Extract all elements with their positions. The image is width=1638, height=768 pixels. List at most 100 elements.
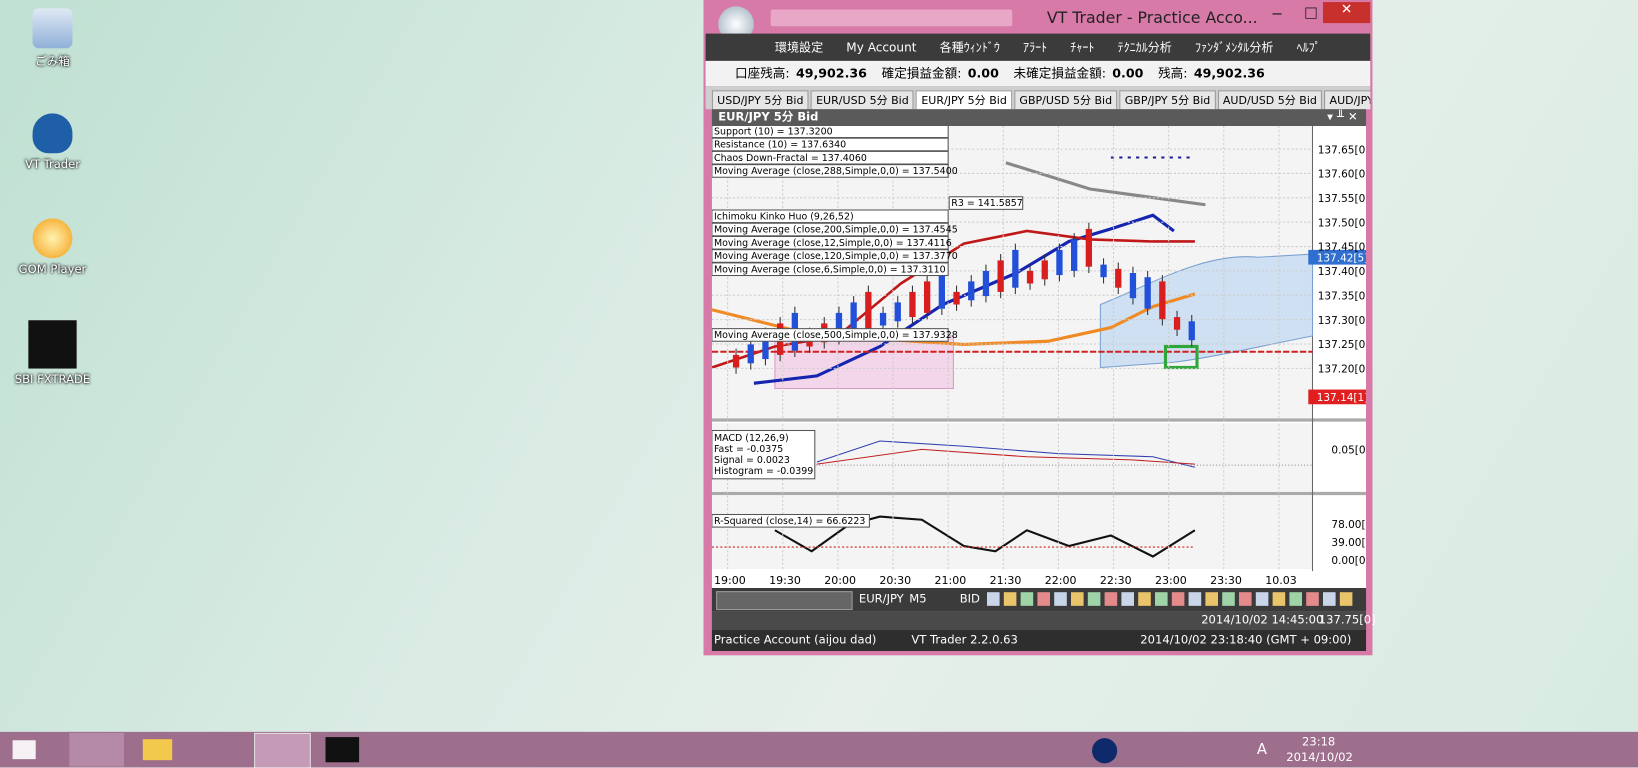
icon-label: GOM Player — [18, 262, 87, 277]
toolbar-button[interactable] — [1121, 592, 1134, 606]
toolbar-button[interactable] — [1104, 592, 1118, 606]
ime-indicator[interactable]: A — [1256, 741, 1267, 759]
candle — [1012, 249, 1019, 288]
candle — [1144, 277, 1151, 309]
chart-tab[interactable]: USD/JPY 5分 Bid — [711, 90, 809, 110]
rsq-axis-label: 0.00[0] — [1331, 555, 1366, 567]
indicator-label-box — [711, 150, 949, 165]
toolbar-button[interactable] — [1205, 592, 1218, 606]
minimize-button[interactable]: ─ — [1272, 6, 1282, 24]
price-axis-label: 137.30[0] — [1318, 315, 1366, 327]
toolbar-button[interactable] — [1222, 592, 1235, 606]
time-axis-label: 20:00 — [824, 574, 856, 587]
menu-item[interactable]: 各種ｳｨﾝﾄﾞｳ — [939, 39, 1000, 55]
taskbar-ie[interactable] — [69, 732, 124, 767]
chart-header: EUR/JPY 5分 Bid ▾ ╨ ✕ — [711, 109, 1367, 126]
candle — [1188, 321, 1195, 341]
indicator-label-box — [711, 164, 949, 178]
indicator-label-box — [948, 196, 1024, 210]
macd-label-box — [711, 429, 816, 480]
chart-tab[interactable]: AUD/USD 5分 Bid — [1217, 90, 1323, 110]
toolbar-button[interactable] — [1272, 592, 1286, 606]
chart-tab[interactable]: EUR/USD 5分 Bid — [810, 90, 914, 110]
desktop-icon[interactable]: GOM Player — [11, 218, 95, 276]
toolbar-button[interactable] — [1155, 592, 1168, 606]
menu-item[interactable]: ﾃｸﾆｶﾙ分析 — [1117, 39, 1172, 55]
rsq-axis-label: 39.00[0] — [1331, 537, 1366, 549]
toolbar-button[interactable] — [1188, 592, 1202, 606]
candle — [732, 354, 740, 368]
toolbar-button[interactable] — [1171, 592, 1185, 606]
taskbar-vt[interactable] — [254, 732, 311, 768]
scrollbar[interactable] — [716, 591, 853, 611]
indicator-label: Moving Average (close,288,Simple,0,0) = … — [714, 166, 958, 177]
time-axis-label: 21:00 — [934, 574, 966, 587]
rsq-label-box — [711, 513, 870, 528]
candle — [997, 260, 1004, 292]
menu-item[interactable]: ﾌｧﾝﾀﾞﾒﾝﾀﾙ分析 — [1194, 39, 1274, 55]
desktop-icon[interactable]: SBI FXTRADE — [11, 320, 95, 386]
chart-tab[interactable]: GBP/JPY 5分 Bid — [1119, 90, 1216, 110]
toolbar-button[interactable] — [1020, 592, 1034, 606]
candle — [1041, 260, 1048, 280]
menu-item[interactable]: My Account — [846, 39, 917, 55]
toolbar-button[interactable] — [1289, 592, 1302, 606]
indicator-label: Moving Average (close,200,Simple,0,0) = … — [714, 225, 958, 236]
menu-item[interactable]: ｱﾗｰﾄ — [1023, 39, 1048, 55]
chart-tab[interactable]: AUD/JPY 5分 Bid — [1324, 90, 1371, 110]
help-icon[interactable] — [1092, 738, 1118, 764]
clock-time[interactable]: 23:18 — [1302, 734, 1336, 749]
candle — [1056, 249, 1063, 276]
maximize-button[interactable]: □ — [1304, 4, 1318, 21]
candle — [879, 312, 887, 326]
indicator-label: Moving Average (close,6,Simple,0,0) = 13… — [714, 264, 946, 275]
taskbar-paint[interactable] — [191, 733, 246, 767]
price-axis-label: 137.60[0] — [1318, 169, 1366, 181]
toolbar-button[interactable] — [1054, 592, 1067, 606]
candle — [1173, 317, 1181, 330]
chart-tab[interactable]: GBP/USD 5分 Bid — [1014, 90, 1118, 110]
candle — [909, 291, 916, 318]
toolbar-dropdown[interactable]: BID — [959, 592, 980, 606]
chart-tab[interactable]: EUR/JPY 5分 Bid — [916, 90, 1013, 110]
chart-toolbar: EUR/JPY M5 BID — [711, 588, 1367, 612]
toolbar-button[interactable] — [1087, 592, 1101, 606]
toolbar-button[interactable] — [1037, 592, 1050, 606]
menu-item[interactable]: ﾁｬｰﾄ — [1070, 39, 1095, 55]
time-axis-label: 19:00 — [714, 574, 746, 587]
macd-label: Signal = 0.0023 — [714, 455, 790, 466]
toolbar-button[interactable] — [1306, 592, 1319, 606]
toolbar-button[interactable] — [1323, 592, 1336, 606]
toolbar-button[interactable] — [986, 592, 1000, 606]
candle — [1085, 228, 1092, 267]
close-button[interactable]: ✕ — [1323, 2, 1371, 24]
toolbar-button[interactable] — [1071, 592, 1084, 606]
status-account: Practice Account (aijou dad) — [713, 633, 877, 647]
rsq-axis-label: 78.00[0] — [1331, 519, 1366, 531]
menu-item[interactable]: ﾍﾙﾌﾟ — [1296, 39, 1321, 55]
window-title: VT Trader - Practice Acco... — [1046, 8, 1258, 28]
desktop-icon[interactable]: ごみ箱 — [11, 8, 95, 69]
toolbar-dropdown[interactable]: EUR/JPY — [858, 592, 904, 606]
icon-label: ごみ箱 — [35, 54, 70, 69]
toolbar-button[interactable] — [1255, 592, 1269, 606]
panel-controls[interactable]: ▾ ╨ ✕ — [1327, 110, 1358, 124]
taskbar-sbi[interactable] — [315, 733, 370, 767]
price-axis-label: 137.45[0] — [1318, 242, 1366, 254]
time-axis-bg — [711, 571, 1367, 588]
clock-date[interactable]: 2014/10/02 — [1286, 750, 1353, 765]
indicator-label-box — [711, 249, 949, 263]
time-axis-label: 23:00 — [1155, 574, 1187, 587]
account-value: 49,902.36 — [795, 66, 867, 81]
toolbar-button[interactable] — [1138, 592, 1151, 606]
candle — [865, 291, 872, 330]
menu-item[interactable]: 環境設定 — [774, 39, 824, 55]
desktop-icon[interactable]: VT Trader — [11, 113, 95, 171]
toolbar-button[interactable] — [1239, 592, 1252, 606]
macd-line — [816, 440, 1196, 468]
toolbar-button[interactable] — [1339, 592, 1353, 606]
taskbar-explorer[interactable] — [130, 733, 185, 767]
start-button[interactable] — [12, 740, 36, 760]
toolbar-dropdown[interactable]: M5 — [909, 592, 927, 606]
toolbar-button[interactable] — [1003, 592, 1017, 606]
